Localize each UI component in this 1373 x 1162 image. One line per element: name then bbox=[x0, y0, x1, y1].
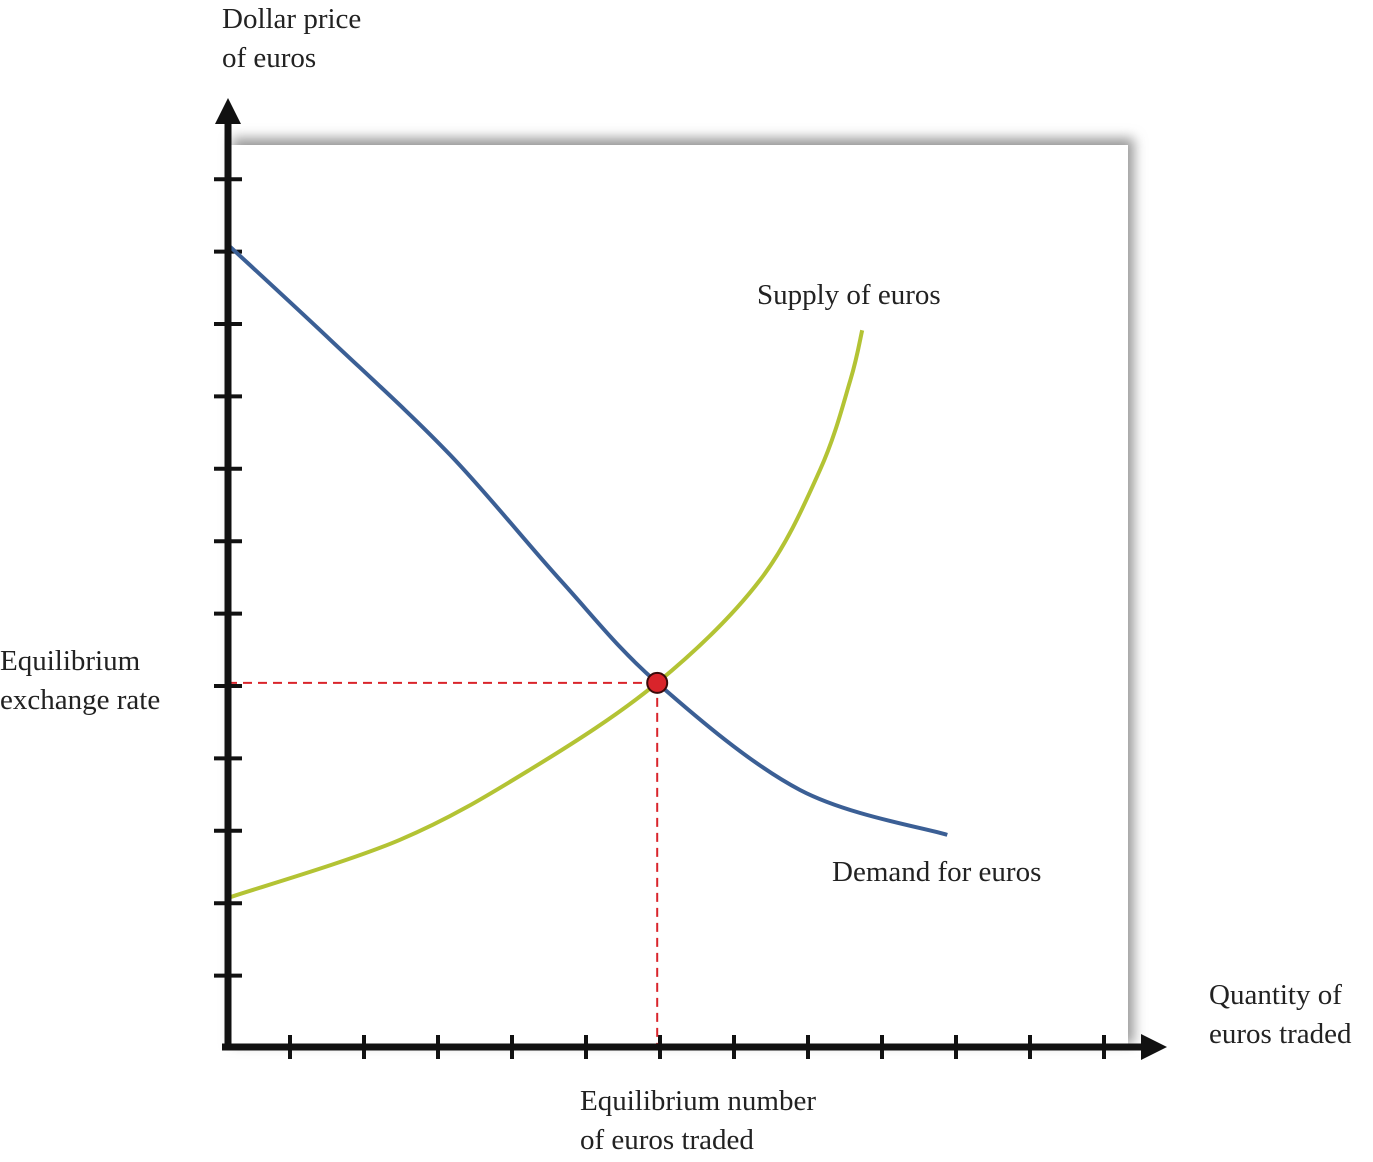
demand-label: Demand for euros bbox=[832, 856, 1042, 888]
demand-curve bbox=[226, 243, 948, 837]
equilibrium-point bbox=[646, 671, 669, 694]
y-axis-label: Dollar price of euros bbox=[222, 3, 362, 74]
supply-curve bbox=[227, 329, 865, 900]
equilibrium-quantity-label: Equilibrium number of euros traded bbox=[580, 1085, 816, 1156]
y-axis-arrow bbox=[215, 98, 241, 124]
x-axis-label: Quantity of euros traded bbox=[1209, 979, 1352, 1050]
plot-area bbox=[228, 145, 1128, 1047]
x-axis-arrow bbox=[1141, 1034, 1167, 1060]
supply-label: Supply of euros bbox=[757, 279, 941, 311]
equilibrium-price-label: Equilibrium exchange rate bbox=[0, 645, 161, 716]
